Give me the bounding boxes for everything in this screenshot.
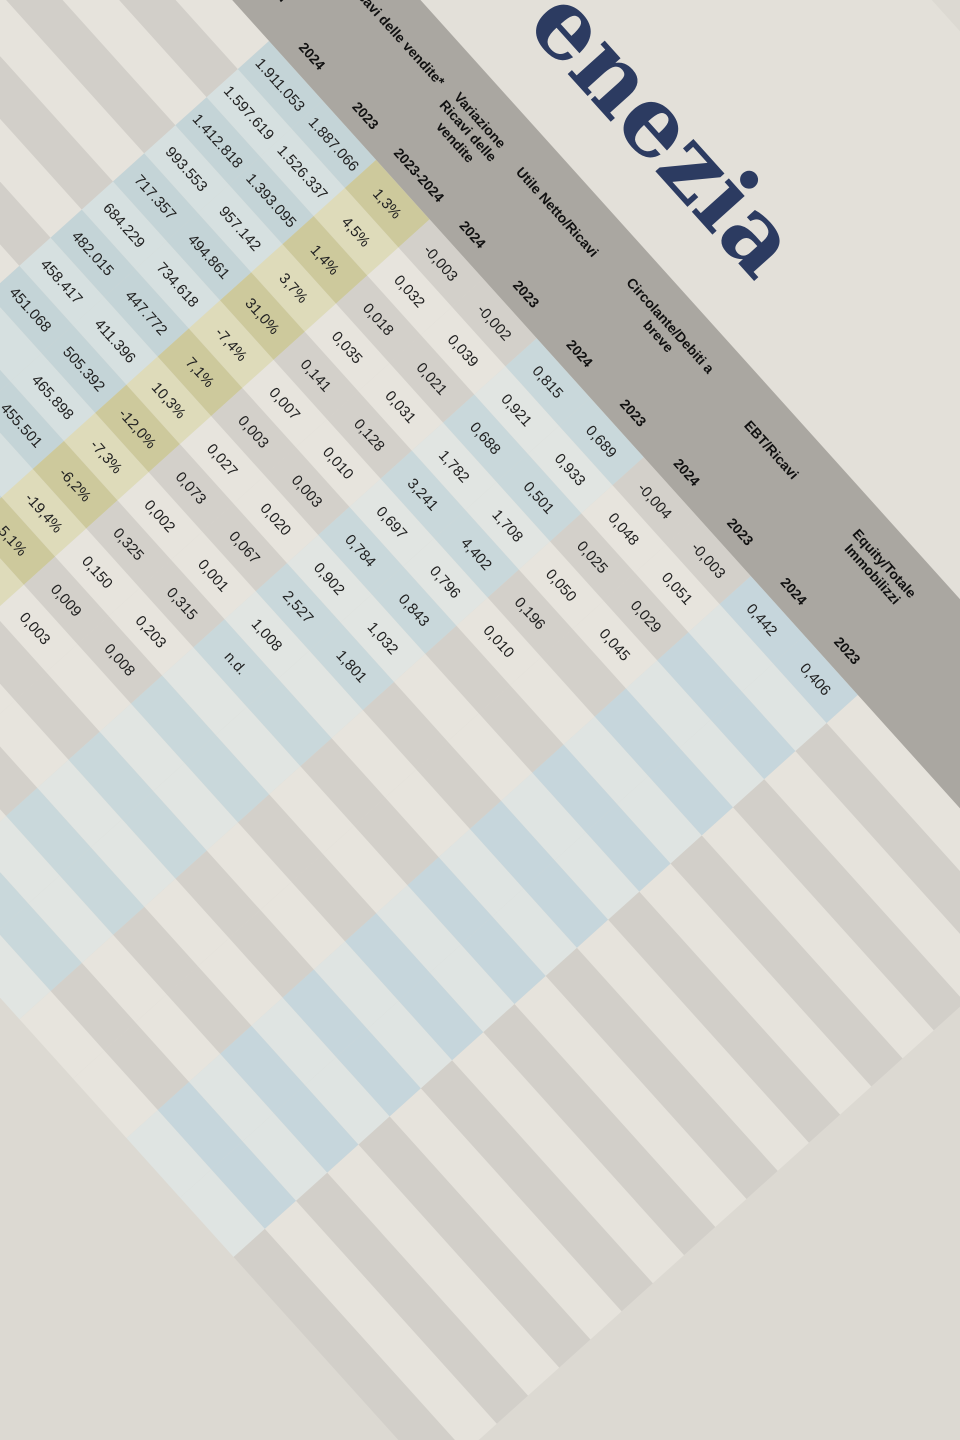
- page: enezia IETA' PER AZIONI Ricavi delle ven…: [0, 0, 960, 1258]
